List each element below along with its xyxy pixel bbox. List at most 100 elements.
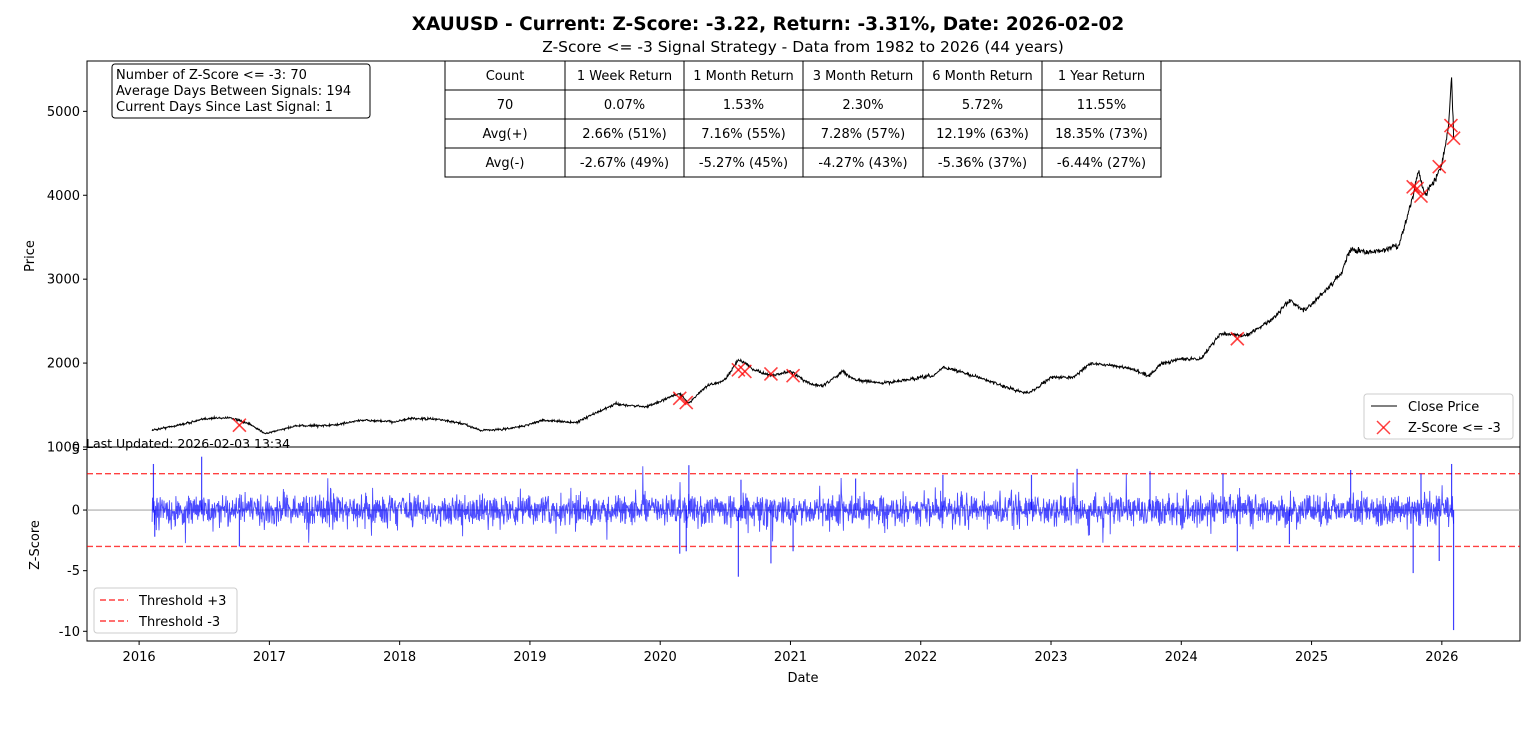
svg-text:Avg(-): Avg(-) xyxy=(486,156,525,171)
table-header-cell: 6 Month Return xyxy=(922,60,1043,91)
signal-marker xyxy=(786,368,801,383)
signal-marker xyxy=(679,395,694,410)
zscore-line xyxy=(151,466,1455,544)
xtick-label: 2016 xyxy=(123,650,156,665)
xtick-label: 2022 xyxy=(904,650,937,665)
signal-marker xyxy=(763,366,778,382)
table-cell: 5.72% xyxy=(922,89,1043,120)
close-price-line xyxy=(151,77,1455,435)
svg-text:-5.36% (37%): -5.36% (37%) xyxy=(938,156,1027,171)
signal-marker xyxy=(1406,179,1421,194)
table-cell: 1.53% xyxy=(683,89,804,120)
price-ytick-label: 1000 xyxy=(47,441,80,456)
stats-table: Count 1 Week Return 1 Month Return 3 Month … xyxy=(444,60,1162,178)
price-ytick-label: 2000 xyxy=(47,357,80,372)
table-cell: Avg(-) xyxy=(444,147,566,178)
signal-marker xyxy=(1230,331,1245,346)
xtick-label: 2026 xyxy=(1425,650,1458,665)
xtick-label: 2021 xyxy=(774,650,807,665)
svg-text:0.07%: 0.07% xyxy=(604,98,645,113)
legend-close-price-label: Close Price xyxy=(1408,400,1479,415)
svg-text:Avg(+): Avg(+) xyxy=(482,127,527,142)
table-cell: -2.67% (49%) xyxy=(564,147,685,178)
signal-marker xyxy=(737,364,752,379)
xtick-label: 2025 xyxy=(1295,650,1328,665)
table-cell: -6.44% (27%) xyxy=(1041,147,1162,178)
svg-text:1 Month Return: 1 Month Return xyxy=(693,69,793,84)
info-line-avg-days: Average Days Between Signals: 194 xyxy=(116,84,351,99)
zscore-panel: 5 0 -5 -10 2016 2017 2018 2019 2020 2021 2022 2023… xyxy=(28,443,1521,686)
info-box: Number of Z-Score <= -3: 70 Average Days… xyxy=(111,63,371,119)
table-cell: 12.19% (63%) xyxy=(922,118,1043,149)
chart-title: XAUUSD - Current: Z-Score: -3.22, Return… xyxy=(412,14,1124,35)
table-cell: 0.07% xyxy=(564,89,685,120)
xtick-label: 2020 xyxy=(644,650,677,665)
signal-marker xyxy=(1413,189,1429,204)
chart-subtitle: Z-Score <= -3 Signal Strategy - Data fro… xyxy=(542,38,1064,56)
zscore-plot-area xyxy=(86,446,1521,642)
price-ylabel: Price xyxy=(23,240,38,272)
svg-text:-2.67% (49%): -2.67% (49%) xyxy=(580,156,669,171)
xtick-label: 2023 xyxy=(1034,650,1067,665)
table-cell: 7.28% (57%) xyxy=(802,118,924,149)
table-cell: -5.36% (37%) xyxy=(922,147,1043,178)
legend-threshold-plus-label: Threshold +3 xyxy=(138,594,226,609)
svg-text:-6.44% (27%): -6.44% (27%) xyxy=(1057,156,1146,171)
svg-text:2.66% (51%): 2.66% (51%) xyxy=(582,127,666,142)
zscore-xlabel: Date xyxy=(787,671,818,686)
table-cell: -5.27% (45%) xyxy=(683,147,804,178)
table-cell: 2.30% xyxy=(802,89,924,120)
price-legend: Close Price Z-Score <= -3 xyxy=(1363,393,1514,440)
signal-marker xyxy=(1443,118,1459,133)
table-header-cell: 1 Week Return xyxy=(564,60,685,91)
zscore-ytick-label: -5 xyxy=(67,564,80,579)
price-ytick-label: 5000 xyxy=(47,105,80,120)
signal-marker xyxy=(672,391,687,406)
svg-text:18.35% (73%): 18.35% (73%) xyxy=(1055,127,1148,142)
table-header-cell: 1 Year Return xyxy=(1041,60,1162,91)
xtick-label: 2019 xyxy=(513,650,546,665)
table-header-cell: 1 Month Return xyxy=(683,60,804,91)
zscore-ylabel: Z-Score xyxy=(28,520,43,570)
xtick-label: 2017 xyxy=(253,650,286,665)
zscore-ytick-label: 0 xyxy=(72,504,80,519)
price-ytick-label: 3000 xyxy=(47,273,80,288)
table-cell: 18.35% (73%) xyxy=(1041,118,1162,149)
info-line-count: Number of Z-Score <= -3: 70 xyxy=(116,68,307,83)
signal-marker xyxy=(1410,181,1425,196)
svg-text:3 Month Return: 3 Month Return xyxy=(813,69,913,84)
table-cell: 11.55% xyxy=(1041,89,1162,120)
svg-text:70: 70 xyxy=(497,98,514,113)
info-line-days-since: Current Days Since Last Signal: 1 xyxy=(116,100,333,115)
legend-signal-swatch xyxy=(1376,420,1391,435)
signal-marker xyxy=(1446,131,1461,146)
table-cell: 2.66% (51%) xyxy=(564,118,685,149)
svg-text:7.16% (55%): 7.16% (55%) xyxy=(701,127,785,142)
price-panel: 1000 2000 3000 4000 5000 Price Number of Z-S… xyxy=(23,60,1521,456)
svg-text:7.28% (57%): 7.28% (57%) xyxy=(821,127,905,142)
signal-marker xyxy=(1432,159,1447,174)
signal-marker xyxy=(232,418,247,433)
svg-text:-4.27% (43%): -4.27% (43%) xyxy=(818,156,907,171)
xtick-label: 2018 xyxy=(383,650,416,665)
xtick-label: 2024 xyxy=(1165,650,1198,665)
table-header-cell: 3 Month Return xyxy=(802,60,924,91)
legend-signal-label: Z-Score <= -3 xyxy=(1408,421,1501,436)
svg-text:12.19% (63%): 12.19% (63%) xyxy=(936,127,1029,142)
zscore-legend: Threshold +3 Threshold -3 xyxy=(93,587,238,634)
table-cell: Avg(+) xyxy=(444,118,566,149)
table-header-cell: Count xyxy=(444,60,566,91)
price-ytick-label: 4000 xyxy=(47,189,80,204)
table-cell: -4.27% (43%) xyxy=(802,147,924,178)
legend-threshold-minus-label: Threshold -3 xyxy=(138,615,220,630)
svg-text:5.72%: 5.72% xyxy=(962,98,1003,113)
svg-text:6 Month Return: 6 Month Return xyxy=(932,69,1032,84)
last-updated-note: Last Updated: 2026-02-03 13:34 xyxy=(86,436,290,451)
svg-text:1 Year Return: 1 Year Return xyxy=(1058,69,1145,84)
zscore-ytick-label: 5 xyxy=(72,443,80,458)
svg-text:-5.27% (45%): -5.27% (45%) xyxy=(699,156,788,171)
table-cell: 70 xyxy=(444,89,566,120)
table-cell: 7.16% (55%) xyxy=(683,118,804,149)
zscore-ytick-label: -10 xyxy=(59,625,80,640)
